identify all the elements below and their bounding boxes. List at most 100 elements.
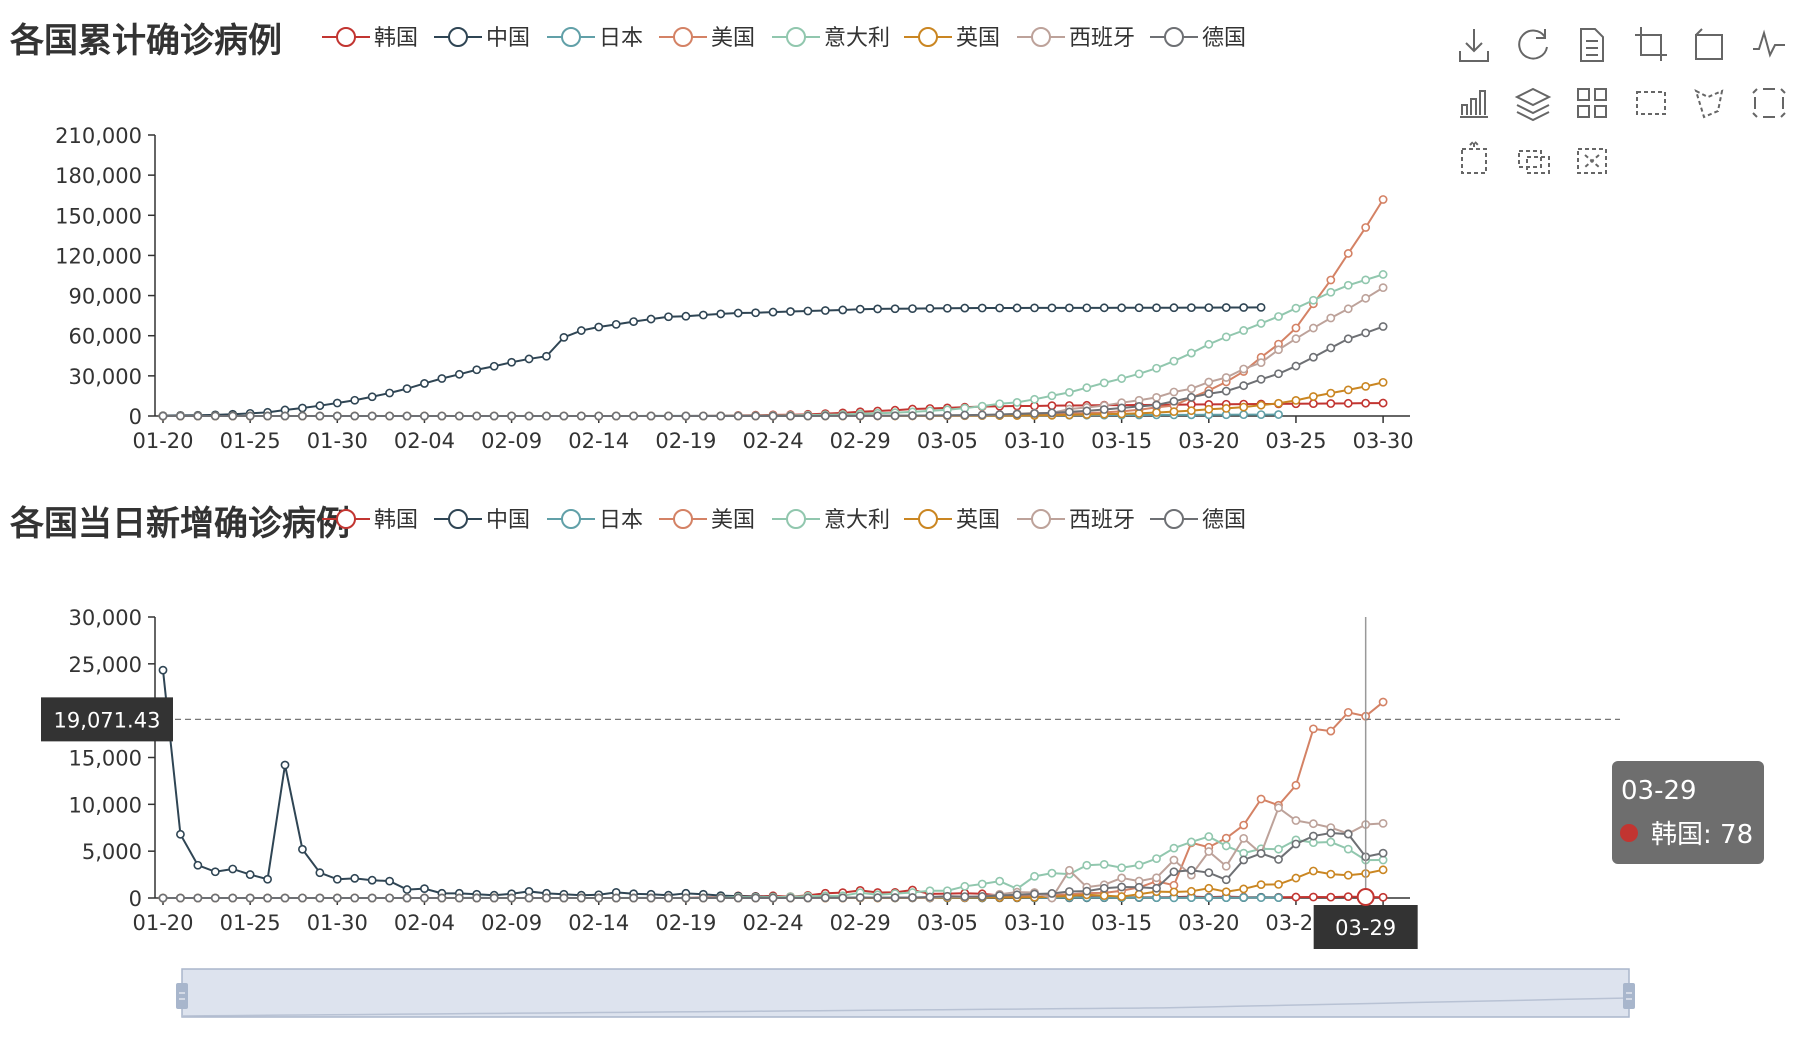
legend-item[interactable]: 美国 — [659, 508, 755, 533]
data-point[interactable] — [925, 892, 935, 902]
data-point[interactable] — [280, 893, 290, 903]
data-point[interactable] — [1239, 884, 1249, 894]
data-point[interactable] — [1030, 409, 1039, 418]
data-point[interactable] — [960, 410, 970, 420]
data-point[interactable] — [716, 411, 726, 421]
data-point[interactable] — [1047, 303, 1057, 313]
data-point[interactable] — [1343, 334, 1353, 344]
data-point[interactable] — [332, 411, 342, 421]
data-point[interactable] — [1291, 396, 1301, 405]
data-point[interactable] — [1012, 890, 1022, 900]
data-point[interactable] — [385, 893, 394, 903]
data-point[interactable] — [751, 308, 761, 318]
data-point[interactable] — [315, 411, 325, 421]
legend-item[interactable]: 韩国 — [322, 508, 418, 533]
data-point[interactable] — [420, 379, 429, 388]
zoom-handle-left[interactable] — [176, 983, 188, 1009]
data-point[interactable] — [1152, 303, 1161, 313]
data-point[interactable] — [542, 411, 551, 421]
data-point[interactable] — [1204, 339, 1214, 349]
data-point[interactable] — [1064, 407, 1074, 417]
data-point[interactable] — [1361, 381, 1371, 391]
data-point[interactable] — [1064, 887, 1074, 896]
data-point[interactable] — [1099, 883, 1109, 893]
data-point[interactable] — [280, 411, 290, 421]
data-point[interactable] — [1047, 401, 1057, 411]
data-point[interactable] — [1204, 893, 1214, 903]
data-point[interactable] — [1204, 847, 1214, 856]
data-point[interactable] — [1030, 871, 1039, 881]
data-point[interactable] — [1152, 400, 1161, 410]
data-point[interactable] — [1047, 391, 1057, 401]
data-point[interactable] — [611, 893, 621, 903]
data-point[interactable] — [1064, 303, 1074, 313]
data-point[interactable] — [1134, 402, 1144, 411]
data-point[interactable] — [1274, 312, 1283, 321]
data-point[interactable] — [751, 411, 761, 421]
legend-item[interactable]: 德国 — [1150, 26, 1246, 51]
data-point[interactable] — [838, 305, 848, 315]
data-point[interactable] — [1378, 892, 1388, 902]
data-point[interactable] — [716, 893, 726, 903]
data-point[interactable] — [315, 893, 325, 903]
data-point[interactable] — [576, 326, 586, 335]
data-point[interactable] — [925, 304, 935, 313]
data-point[interactable] — [1221, 332, 1231, 342]
data-point[interactable] — [402, 411, 412, 421]
data-point[interactable] — [1326, 828, 1336, 838]
data-point[interactable] — [1047, 868, 1057, 878]
data-point[interactable] — [1239, 303, 1249, 312]
data-point[interactable] — [298, 411, 307, 421]
data-point[interactable] — [855, 304, 865, 314]
data-point[interactable] — [350, 893, 360, 903]
data-point[interactable] — [454, 411, 464, 421]
data-point[interactable] — [1361, 293, 1371, 303]
keep-select-icon[interactable] — [1749, 81, 1789, 125]
data-point[interactable] — [1274, 410, 1283, 419]
data-point[interactable] — [1256, 358, 1266, 368]
data-point[interactable] — [332, 398, 342, 408]
data-point[interactable] — [1117, 303, 1127, 313]
data-point[interactable] — [1117, 863, 1127, 873]
data-point[interactable] — [1239, 364, 1249, 374]
data-point[interactable] — [210, 411, 220, 421]
data-point[interactable] — [507, 411, 516, 421]
data-point[interactable] — [768, 307, 778, 317]
data-point[interactable] — [315, 868, 325, 878]
data-point[interactable] — [437, 411, 447, 421]
data-point[interactable] — [542, 351, 551, 361]
data-point[interactable] — [1134, 882, 1144, 892]
legend-item[interactable]: 日本 — [547, 26, 643, 51]
data-point[interactable] — [1361, 275, 1371, 285]
icon-hitbox[interactable] — [1513, 81, 1553, 125]
data-point[interactable] — [960, 303, 970, 313]
data-point[interactable] — [1256, 319, 1266, 328]
data-point[interactable] — [942, 303, 952, 313]
data-point[interactable] — [402, 885, 412, 894]
data-point[interactable] — [1326, 726, 1336, 736]
data-point[interactable] — [315, 401, 325, 411]
download-icon[interactable] — [1454, 23, 1494, 67]
data-view-icon[interactable] — [1572, 23, 1612, 67]
data-point[interactable] — [1256, 374, 1266, 384]
data-point[interactable] — [1291, 816, 1301, 825]
data-point[interactable] — [1099, 405, 1109, 414]
data-point[interactable] — [280, 760, 290, 770]
data-point[interactable] — [524, 893, 534, 903]
data-point[interactable] — [786, 307, 795, 316]
data-point[interactable] — [1099, 859, 1109, 869]
data-point[interactable] — [751, 893, 761, 903]
data-point[interactable] — [1169, 387, 1179, 397]
data-point[interactable] — [1274, 803, 1283, 813]
data-point[interactable] — [1291, 323, 1301, 333]
zoom-handle[interactable] — [1623, 983, 1635, 1009]
data-point[interactable] — [385, 388, 394, 398]
data-point[interactable] — [298, 403, 307, 413]
data-point[interactable] — [210, 867, 220, 877]
clear-brush-icon[interactable] — [1513, 139, 1553, 183]
data-point[interactable] — [1274, 893, 1283, 903]
data-point[interactable] — [1204, 832, 1214, 841]
data-point[interactable] — [1064, 387, 1074, 397]
data-point[interactable] — [629, 317, 639, 327]
data-point[interactable] — [437, 374, 447, 383]
